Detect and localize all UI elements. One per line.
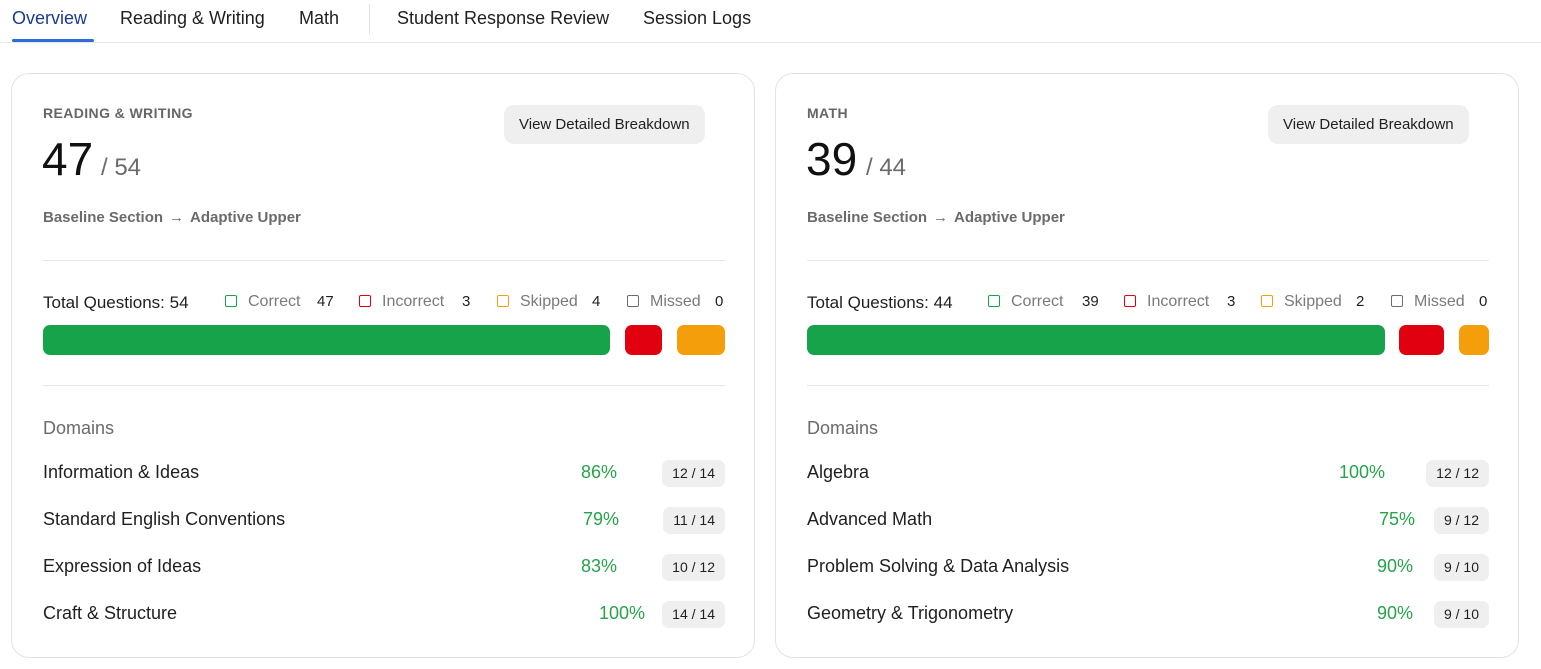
legend-count: 4 [592, 293, 601, 310]
question-legend: Total Questions: 54 Correct 47 Incorrect… [43, 293, 725, 313]
question-legend: Total Questions: 44 Correct 39 Incorrect… [807, 293, 1489, 313]
domain-percent: 86% [580, 462, 617, 482]
correct-bar [807, 325, 1385, 355]
incorrect-swatch-icon [359, 295, 371, 307]
legend-count: 0 [1479, 293, 1488, 310]
arrow-right-icon: → [169, 209, 185, 226]
domain-name: Advanced Math [807, 509, 933, 529]
section-label: MATH [807, 105, 848, 121]
domain-percent: 83% [580, 556, 617, 576]
section-score: 47 [42, 133, 94, 185]
domain-count-badge: 14 / 14 [662, 601, 725, 628]
domain-row: Algebra 100% 12 / 12 [807, 460, 1489, 487]
section-score: 39 [806, 133, 858, 185]
flow-from: Baseline Section [43, 209, 164, 226]
math-card: MATH 39 / 44 View Detailed Breakdown Bas… [775, 73, 1519, 658]
legend-label: Incorrect [1147, 293, 1210, 310]
domain-row: Information & Ideas 86% 12 / 14 [43, 460, 725, 487]
legend-count: 3 [1227, 293, 1236, 310]
flow-from: Baseline Section [807, 209, 928, 226]
domain-name: Geometry & Trigonometry [807, 603, 1014, 623]
domain-percent: 100% [1338, 462, 1385, 482]
domain-name: Expression of Ideas [43, 556, 202, 576]
missed-swatch-icon [627, 295, 639, 307]
flow-to: Adaptive Upper [954, 209, 1065, 226]
domain-count-badge: 12 / 14 [662, 460, 725, 487]
skipped-bar [1459, 325, 1489, 355]
view-detailed-breakdown-button[interactable]: View Detailed Breakdown [1268, 105, 1469, 144]
domain-name: Standard English Conventions [43, 509, 286, 529]
tab-overview[interactable]: Overview [12, 8, 88, 28]
incorrect-bar [625, 325, 662, 355]
divider [43, 385, 725, 386]
tab-math[interactable]: Math [299, 8, 340, 28]
legend-label: Missed [1414, 293, 1465, 310]
domain-row: Standard English Conventions 79% 11 / 14 [43, 507, 725, 534]
incorrect-bar [1399, 325, 1444, 355]
total-questions: Total Questions: 54 [43, 293, 189, 312]
arrow-right-icon: → [933, 209, 949, 226]
tab-session-logs[interactable]: Session Logs [643, 8, 752, 28]
domain-name: Algebra [807, 462, 870, 482]
domain-percent: 90% [1376, 603, 1413, 623]
incorrect-swatch-icon [1124, 295, 1136, 307]
domain-name: Problem Solving & Data Analysis [807, 556, 1070, 576]
tab-student-response-review[interactable]: Student Response Review [397, 8, 610, 28]
domain-count-badge: 10 / 12 [662, 554, 725, 581]
legend-label: Skipped [520, 293, 578, 310]
correct-bar [43, 325, 610, 355]
legend-label: Missed [650, 293, 701, 310]
section-flow: Baseline Section → Adaptive Upper [807, 209, 1065, 226]
divider [43, 260, 725, 261]
domain-percent: 75% [1378, 509, 1415, 529]
domain-row: Craft & Structure 100% 14 / 14 [43, 601, 725, 628]
domain-row: Problem Solving & Data Analysis 90% 9 / … [807, 554, 1489, 581]
legend-count: 3 [462, 293, 471, 310]
domain-row: Expression of Ideas 83% 10 / 12 [43, 554, 725, 581]
legend-label: Incorrect [382, 293, 445, 310]
domains-title: Domains [807, 418, 879, 438]
domain-percent: 79% [582, 509, 619, 529]
view-detailed-breakdown-button[interactable]: View Detailed Breakdown [504, 105, 705, 144]
legend-count: 39 [1082, 293, 1099, 310]
skipped-bar [677, 325, 725, 355]
missed-swatch-icon [1391, 295, 1403, 307]
domain-count-badge: 11 / 14 [663, 507, 725, 534]
legend-count: 0 [715, 293, 724, 310]
tab-bar: Overview Reading & Writing Math Student … [0, 0, 1541, 43]
domain-name: Information & Ideas [43, 462, 200, 482]
legend-count: 47 [317, 293, 334, 310]
section-score-total: / 44 [866, 154, 907, 181]
skipped-swatch-icon [497, 295, 509, 307]
domain-row: Geometry & Trigonometry 90% 9 / 10 [807, 601, 1489, 628]
section-score-total: / 54 [101, 154, 142, 181]
total-questions: Total Questions: 44 [807, 293, 953, 312]
divider [807, 260, 1489, 261]
legend-count: 2 [1356, 293, 1365, 310]
correct-swatch-icon [225, 295, 237, 307]
correct-swatch-icon [988, 295, 1000, 307]
domain-name: Craft & Structure [43, 603, 178, 623]
domain-count-badge: 9 / 10 [1433, 601, 1489, 628]
domain-count-badge: 9 / 12 [1433, 507, 1489, 534]
reading-writing-card: READING & WRITING 47 / 54 View Detailed … [11, 73, 755, 658]
legend-label: Correct [248, 293, 301, 310]
domain-row: Advanced Math 75% 9 / 12 [807, 507, 1489, 534]
section-label: READING & WRITING [43, 105, 193, 121]
legend-label: Correct [1011, 293, 1064, 310]
domain-count-badge: 12 / 12 [1426, 460, 1489, 487]
section-flow: Baseline Section → Adaptive Upper [43, 209, 301, 226]
flow-to: Adaptive Upper [190, 209, 301, 226]
domain-percent: 90% [1376, 556, 1413, 576]
tab-divider [369, 4, 370, 34]
legend-label: Skipped [1284, 293, 1342, 310]
skipped-swatch-icon [1261, 295, 1273, 307]
tab-reading-writing[interactable]: Reading & Writing [120, 8, 265, 28]
domains-title: Domains [43, 418, 115, 438]
divider [807, 385, 1489, 386]
domain-percent: 100% [598, 603, 645, 623]
active-tab-indicator [12, 39, 94, 42]
domain-count-badge: 9 / 10 [1433, 554, 1489, 581]
